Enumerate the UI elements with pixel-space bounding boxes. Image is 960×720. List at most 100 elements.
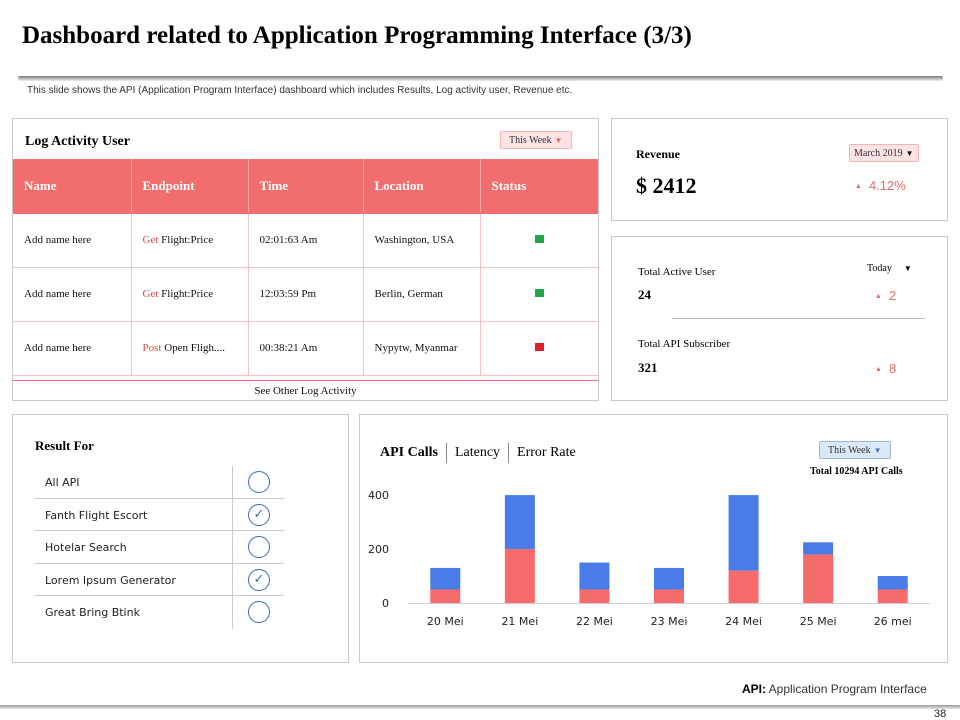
result-checkbox[interactable]: ✓ [248, 503, 270, 526]
revenue-change: ▲ 4.12% [855, 178, 906, 193]
method-label: Post [142, 342, 162, 354]
bar-segment-0 [579, 589, 610, 603]
endpoint-label: Flight:Price [161, 234, 214, 247]
bar-segment-0 [504, 549, 535, 603]
bar-segment-0 [728, 570, 759, 603]
title-divider [18, 76, 943, 81]
column-header-location: Location [363, 159, 481, 213]
footnote: API: Application Program Interface [742, 682, 927, 696]
subscriber-value: 321 [638, 360, 658, 375]
log-week-filter[interactable]: This Week ▼ [500, 131, 572, 149]
result-for-panel: Result For All API Fanth Flight Escort ✓… [12, 414, 349, 663]
api-week-filter-label: This Week [828, 445, 871, 456]
user-stats-panel: Today ▼ Total Active User 24 ▲ 2 Total API… [611, 236, 948, 401]
x-tick-label: 22 Mei [576, 615, 613, 628]
users-period-filter[interactable]: Today ▼ [867, 263, 912, 274]
result-divider [232, 596, 233, 629]
active-user-change: ▲ 2 [875, 288, 896, 303]
revenue-month-filter-label: March 2019 [854, 148, 903, 159]
footnote-definition: Application Program Interface [768, 682, 927, 696]
active-user-value: 24 [638, 287, 651, 302]
footer-divider [0, 705, 960, 709]
table-row[interactable]: Add name here Get Flight:Price 02:01:63 … [13, 212, 598, 268]
result-divider [232, 563, 233, 595]
tab-latency[interactable]: Latency [445, 443, 508, 463]
result-item-label: Lorem Ipsum Generator [45, 573, 176, 587]
footnote-term: API: [742, 682, 766, 696]
column-header-status: Status [480, 159, 598, 213]
x-tick-label: 20 Mei [427, 615, 464, 628]
table-row[interactable]: Add name here Post Open Fligh.... 00:38:… [13, 321, 598, 376]
subscriber-change-value: 8 [888, 361, 897, 376]
revenue-label: Revenue [636, 147, 680, 161]
page-number: 38 [934, 708, 947, 720]
active-user-label: Total Active User [638, 266, 716, 278]
cell-endpoint: Get Flight:Price [131, 212, 249, 268]
list-item[interactable]: Great Bring Btink [35, 596, 284, 629]
result-item-label: All API [45, 476, 80, 489]
result-item-label: Hotelar Search [45, 541, 127, 554]
stats-divider [672, 318, 925, 319]
cell-location: Washington, USA [363, 212, 481, 268]
column-header-time: Time [248, 159, 364, 213]
bar-segment-1 [803, 542, 834, 555]
result-checkbox[interactable] [248, 601, 270, 623]
log-activity-title: Log Activity User [25, 134, 130, 149]
result-divider [232, 498, 233, 530]
log-activity-panel: Log Activity User This Week ▼ Name Endpoi… [12, 118, 599, 401]
result-list: All API Fanth Flight Escort ✓ Hotelar Se… [35, 466, 284, 629]
endpoint-label: Open Fligh.... [164, 342, 226, 354]
subscriber-label: Total API Subscriber [638, 338, 731, 350]
chevron-down-icon: ▼ [903, 264, 912, 273]
list-item[interactable]: Fanth Flight Escort ✓ [35, 498, 284, 531]
list-item[interactable]: Hotelar Search [35, 531, 284, 564]
log-table: Name Endpoint Time Location Status Add n… [13, 159, 598, 376]
result-item-label: Fanth Flight Escort [45, 508, 148, 522]
log-table-header: Name Endpoint Time Location Status [13, 159, 598, 213]
bar-segment-1 [579, 562, 610, 590]
chevron-down-icon: ▼ [554, 136, 563, 145]
list-item[interactable]: Lorem Ipsum Generator ✓ [35, 563, 284, 596]
active-user-change-value: 2 [888, 288, 897, 303]
cell-status [480, 267, 598, 322]
api-week-filter[interactable]: This Week ▼ [819, 441, 891, 459]
result-checkbox[interactable]: ✓ [248, 568, 270, 591]
page-subtitle: This slide shows the API (Application Pr… [27, 85, 573, 96]
api-calls-panel: API Calls Latency Error Rate This Week ▼ To… [359, 414, 948, 663]
log-week-filter-label: This Week [509, 135, 552, 146]
method-label: Get [142, 234, 159, 247]
bar-segment-0 [803, 554, 834, 603]
x-tick-label: 24 Mei [725, 615, 762, 628]
revenue-panel: Revenue March 2019 ▼ $ 2412 ▲ 4.12% [611, 118, 948, 221]
cell-time: 02:01:63 Am [248, 212, 364, 268]
result-divider [232, 466, 233, 498]
result-for-title: Result For [35, 438, 94, 453]
status-indicator-icon [534, 289, 544, 297]
table-row[interactable]: Add name here Get Flight:Price 12:03:59 … [13, 267, 598, 322]
cell-status [480, 321, 598, 376]
result-checkbox[interactable] [248, 471, 270, 493]
method-label: Get [142, 288, 159, 300]
revenue-month-filter[interactable]: March 2019 ▼ [849, 144, 919, 162]
see-other-log-activity-link[interactable]: See Other Log Activity [13, 380, 598, 400]
api-calls-chart: 0 200 400 20 Mei 21 Mei 22 Mei 23 Mei 24 Mei 25 … [368, 489, 930, 628]
bar-segment-0 [430, 589, 461, 603]
tab-error-rate[interactable]: Error Rate [508, 443, 584, 463]
bar-segment-1 [430, 567, 461, 590]
bar-segment-1 [654, 567, 684, 590]
column-header-endpoint: Endpoint [131, 159, 249, 213]
tab-api-calls[interactable]: API Calls [380, 445, 438, 460]
revenue-change-value: 4.12% [868, 178, 906, 193]
cell-time: 00:38:21 Am [248, 321, 364, 376]
status-indicator-icon [534, 235, 544, 244]
x-tick-label: 21 Mei [501, 615, 538, 628]
status-indicator-icon [534, 343, 544, 351]
bar-segment-1 [877, 576, 908, 590]
triangle-up-icon: ▲ [875, 293, 882, 300]
bar-segment-0 [877, 589, 908, 603]
chevron-down-icon: ▼ [873, 446, 882, 455]
list-item[interactable]: All API [35, 466, 284, 499]
result-checkbox[interactable] [248, 536, 270, 558]
x-tick-label: 23 Mei [651, 615, 688, 628]
subscriber-change: ▲ 8 [875, 361, 896, 376]
